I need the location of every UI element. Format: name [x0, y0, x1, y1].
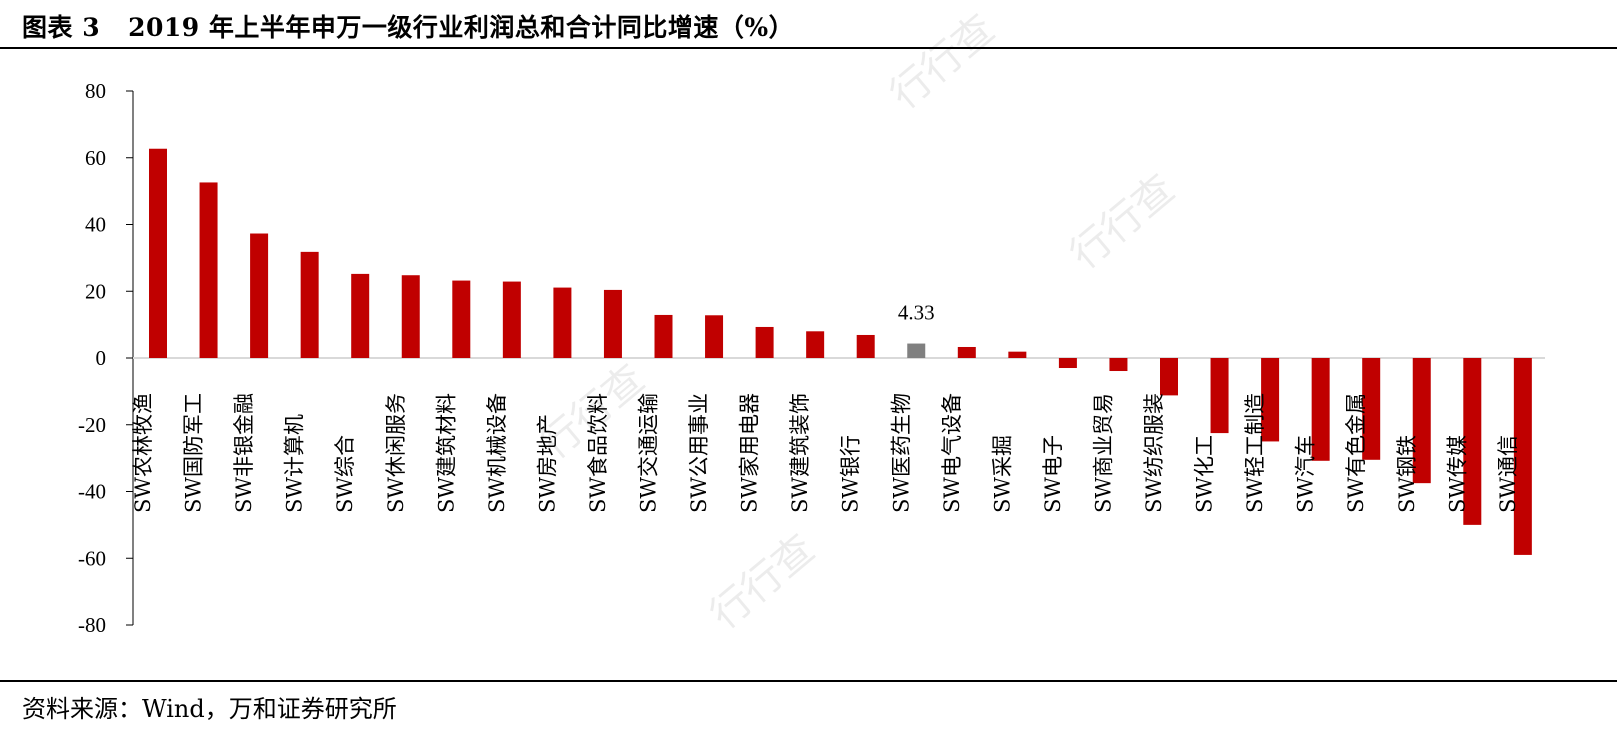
category-label: SW家用电器 [738, 393, 762, 513]
bar [502, 281, 521, 358]
category-label: SW建筑装饰 [788, 393, 812, 513]
bar [806, 331, 825, 358]
category-label: SW纺织服装 [1142, 393, 1166, 513]
bar [250, 233, 269, 358]
category-label: SW公用事业 [687, 393, 711, 513]
title-rule [0, 47, 1617, 49]
category-label: SW电子 [1041, 435, 1065, 513]
bar [1463, 358, 1482, 525]
bar [199, 182, 218, 358]
category-label: SW国防军工 [182, 393, 206, 513]
category-label: SW银行 [839, 435, 863, 513]
category-label: SW交通运输 [637, 393, 661, 513]
category-label: SW轻工制造 [1243, 393, 1267, 513]
bar [300, 251, 319, 358]
bar [856, 334, 875, 358]
bar [1008, 351, 1027, 358]
category-label: SW计算机 [283, 414, 307, 513]
bar [1513, 358, 1532, 555]
category-label: SW食品饮料 [586, 393, 610, 513]
y-tick-label: -20 [78, 413, 106, 437]
bar [1058, 358, 1077, 369]
y-tick-label: 20 [85, 279, 106, 303]
figure-label: 图表 3 [22, 13, 101, 42]
bar [1210, 358, 1229, 434]
bar [1412, 358, 1431, 484]
source-note: 资料来源：Wind，万和证券研究所 [22, 695, 397, 723]
category-label: SW通信 [1496, 435, 1520, 513]
category-label: SW建筑材料 [434, 393, 458, 513]
y-tick-label: -60 [78, 546, 106, 570]
bar [1261, 358, 1280, 442]
bar [1160, 358, 1178, 396]
category-label: SW汽车 [1294, 435, 1318, 513]
category-label: SW综合 [333, 435, 357, 513]
bar [1311, 358, 1330, 461]
bar [755, 326, 774, 358]
category-label: SW农林牧渔 [131, 393, 155, 513]
category-label: SW非银金融 [232, 393, 256, 513]
title-text: 2019 年上半年申万一级行业利润总和合计同比增速（%） [128, 13, 795, 42]
y-tick-label: 80 [85, 79, 106, 103]
bar [957, 346, 976, 358]
category-label: SW房地产 [535, 414, 559, 513]
chart-title: 图表 3 2019 年上半年申万一级行业利润总和合计同比增速（%） [22, 8, 794, 44]
bar [907, 343, 926, 358]
bar [553, 287, 572, 358]
category-label: SW化工 [1193, 435, 1217, 513]
y-tick-label: -40 [78, 480, 106, 504]
category-label: SW采掘 [990, 435, 1014, 513]
bar [705, 315, 724, 358]
bar [452, 280, 471, 358]
data-label: 4.33 [898, 301, 935, 325]
y-tick-label: 0 [96, 346, 107, 370]
y-tick-label: 60 [85, 146, 106, 170]
category-label: SW医药生物 [889, 393, 913, 513]
category-label: SW商业贸易 [1091, 393, 1115, 513]
bar [351, 273, 370, 358]
category-label: SW电气设备 [940, 393, 964, 513]
category-label: SW休闲服务 [384, 393, 408, 513]
y-tick-label: -80 [78, 613, 106, 637]
category-label: SW传媒 [1445, 435, 1469, 513]
category-label: SW钢铁 [1395, 435, 1419, 513]
bar [603, 289, 622, 358]
bar [401, 275, 420, 358]
bar [654, 314, 673, 358]
category-label: SW有色金属 [1344, 393, 1368, 513]
category-label: SW机械设备 [485, 393, 509, 513]
y-tick-label: 40 [85, 213, 106, 237]
bar [1109, 358, 1128, 372]
footer-rule [0, 680, 1617, 682]
bar [149, 148, 167, 358]
bar [1362, 358, 1381, 460]
